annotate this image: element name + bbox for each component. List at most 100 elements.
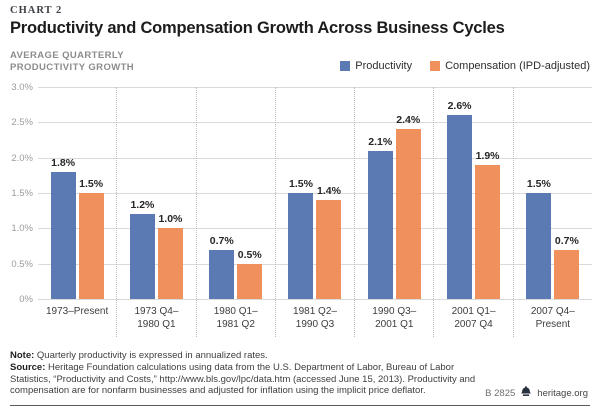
footer-branding: B 2825 heritage.org	[485, 384, 588, 402]
bar-wrap: 1.4%	[316, 185, 342, 299]
x-axis-category-label: 1973–Present	[46, 306, 109, 317]
bar-wrap: 2.6%	[447, 100, 473, 299]
y-tick-label: 1.0%	[11, 223, 33, 234]
bar-groups: 1.8% 1.5% 1973–Present 1.2% 1.0% 1973 Q4– 1980…	[38, 87, 592, 337]
bar-value-label: 2.1%	[368, 135, 393, 148]
heritage-bell-icon	[520, 384, 532, 402]
y-tick-label: 2.5%	[11, 117, 33, 128]
site-link[interactable]: heritage.org	[537, 387, 588, 399]
gridline	[38, 228, 592, 229]
compensation-bar	[395, 129, 421, 299]
bar-wrap: 1.5%	[288, 178, 314, 299]
productivity-bar	[50, 171, 76, 299]
bar-value-label: 1.5%	[289, 178, 313, 190]
footer-notes: Note: Quarterly productivity is expresse…	[10, 350, 482, 397]
bar-group: 0.7% 0.5% 1980 Q1– 1981 Q2	[197, 87, 276, 337]
bar-pair: 2.6% 1.9%	[434, 87, 512, 299]
gridline	[38, 299, 592, 300]
y-tick-label: 3.0%	[11, 82, 33, 93]
compensation-bar	[475, 164, 501, 299]
gridline	[38, 158, 592, 159]
bar-wrap: 1.0%	[157, 213, 183, 299]
bar-pair: 2.1% 2.4%	[355, 87, 433, 299]
chart-id: B 2825	[485, 387, 516, 399]
bar-wrap: 1.2%	[129, 199, 155, 299]
productivity-bar	[526, 193, 552, 299]
bar-value-label: 0.7%	[209, 234, 234, 247]
y-axis-title: AVERAGE QUARTERLY PRODUCTIVITY GROWTH	[10, 50, 134, 73]
y-axis-title-line1: AVERAGE QUARTERLY	[10, 50, 124, 61]
productivity-bar	[209, 249, 235, 299]
bar-wrap: 0.7%	[209, 234, 235, 299]
bar-value-label: 1.9%	[475, 149, 500, 162]
bar-pair: 1.5% 0.7%	[514, 87, 592, 299]
compensation-bar	[157, 228, 183, 299]
bar-group: 1.5% 1.4% 1981 Q2– 1990 Q3	[276, 87, 356, 337]
x-axis-category-label: 1973 Q4– 1980 Q1	[134, 306, 179, 330]
productivity-bar	[129, 214, 155, 299]
bar-value-label: 1.5%	[526, 178, 551, 190]
x-axis-category-label: 2007 Q4– Present	[530, 306, 575, 330]
bar-group: 2.6% 1.9% 2001 Q1– 2007 Q4	[434, 87, 514, 337]
bar-value-label: 1.5%	[79, 178, 104, 190]
compensation-bar	[316, 200, 342, 299]
x-axis-category-label: 2001 Q1– 2007 Q4	[451, 306, 496, 330]
gridline	[38, 122, 592, 123]
compensation-bar	[78, 193, 104, 299]
x-axis-category-label: 1981 Q2– 1990 Q3	[293, 306, 337, 330]
bar-value-label: 1.4%	[317, 185, 341, 198]
y-tick-label: 2.0%	[11, 153, 33, 164]
note-label: Note:	[10, 350, 35, 361]
bar-value-label: 1.0%	[158, 213, 183, 226]
productivity-swatch-icon	[340, 61, 351, 71]
bar-wrap: 1.8%	[50, 157, 76, 299]
bar-group: 1.5% 0.7% 2007 Q4– Present	[514, 87, 592, 337]
bar-wrap: 1.5%	[526, 178, 552, 299]
bar-value-label: 2.4%	[396, 114, 421, 127]
y-axis-title-line2: PRODUCTIVITY GROWTH	[10, 61, 135, 73]
gridline	[38, 87, 592, 88]
bar-wrap: 1.9%	[475, 149, 501, 299]
compensation-bar	[554, 249, 580, 299]
bar-pair: 0.7% 0.5%	[197, 87, 275, 299]
legend: Productivity Compensation (IPD-adjusted)	[340, 60, 590, 72]
x-axis-category-label: 1990 Q3– 2001 Q1	[372, 306, 417, 330]
bar-value-label: 1.2%	[130, 199, 155, 212]
productivity-bar	[447, 115, 473, 299]
bar-pair: 1.2% 1.0%	[117, 87, 195, 299]
source-text: Heritage Foundation calculations using d…	[10, 361, 476, 397]
bar-wrap: 2.4%	[395, 114, 421, 299]
bar-wrap: 2.1%	[367, 135, 393, 299]
compensation-swatch-icon	[430, 61, 441, 71]
source-line: Source: Heritage Foundation calculations…	[10, 362, 482, 397]
gridline	[38, 193, 592, 194]
bar-value-label: 0.7%	[554, 234, 579, 247]
legend-item-productivity: Productivity	[340, 60, 412, 72]
page-title: Productivity and Compensation Growth Acr…	[10, 19, 505, 37]
y-tick-label: 0%	[19, 294, 33, 305]
chart-kicker: CHART 2	[10, 5, 63, 16]
note-text: Quarterly productivity is expressed in a…	[34, 350, 268, 361]
x-axis-category-label: 1980 Q1– 1981 Q2	[213, 306, 258, 330]
productivity-bar	[288, 193, 314, 299]
y-tick-label: 1.5%	[11, 188, 33, 199]
bar-wrap: 1.5%	[78, 178, 104, 299]
productivity-bar	[367, 150, 393, 299]
note-line: Note: Quarterly productivity is expresse…	[10, 350, 482, 362]
compensation-bar	[237, 263, 263, 299]
bar-pair: 1.8% 1.5%	[38, 87, 116, 299]
bar-group: 1.2% 1.0% 1973 Q4– 1980 Q1	[117, 87, 197, 337]
bar-value-label: 0.5%	[237, 248, 262, 261]
source-label: Source:	[10, 361, 46, 373]
bar-pair: 1.5% 1.4%	[276, 87, 354, 299]
bar-group: 1.8% 1.5% 1973–Present	[38, 87, 118, 337]
bar-value-label: 2.6%	[447, 100, 472, 113]
bar-chart: 3.0% 2.5% 2.0% 1.5% 1.0% 0.5% 0% 1.8% 1.5% 1973–…	[0, 82, 600, 337]
legend-item-compensation: Compensation (IPD-adjusted)	[430, 60, 590, 72]
legend-label: Productivity	[355, 60, 413, 72]
bottom-divider	[10, 405, 590, 406]
gridline	[38, 264, 592, 265]
bar-group: 2.1% 2.4% 1990 Q3– 2001 Q1	[355, 87, 435, 337]
bar-wrap: 0.7%	[554, 234, 580, 299]
